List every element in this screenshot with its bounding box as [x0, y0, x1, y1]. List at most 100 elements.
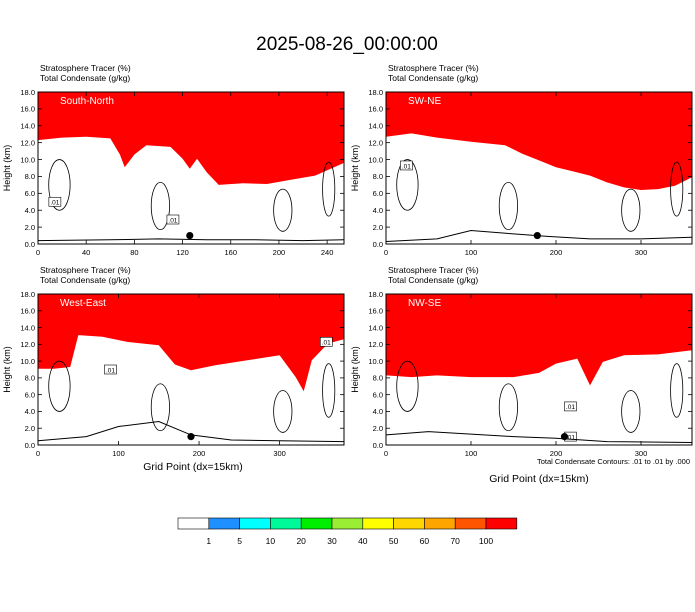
condensate-contour — [48, 159, 71, 211]
x-tick-label: 300 — [635, 449, 648, 458]
y-tick-label: 4.0 — [25, 407, 35, 416]
colorbar-label: 5 — [237, 536, 242, 546]
y-tick-label: 10.0 — [20, 155, 35, 164]
x-tick-label: 300 — [273, 449, 286, 458]
y-tick-label: 14.0 — [20, 323, 35, 332]
y-axis-label: Height (km) — [2, 145, 12, 192]
colorbar-label: 100 — [479, 536, 493, 546]
condensate-contour — [150, 181, 170, 231]
y-tick-label: 8.0 — [373, 172, 383, 181]
x-tick-label: 200 — [193, 449, 206, 458]
condensate-contour — [322, 363, 336, 418]
colorbar-label: 50 — [389, 536, 399, 546]
condensate-contour — [498, 383, 518, 432]
colorbar-swatch — [393, 517, 425, 530]
contour-label: .01 — [402, 163, 411, 170]
contour-label: .01 — [50, 200, 59, 207]
y-tick-label: 12.0 — [368, 138, 383, 147]
y-tick-label: 14.0 — [20, 122, 35, 131]
condensate-contour — [396, 159, 419, 211]
x-axis-label-right: Grid Point (dx=15km) — [489, 473, 589, 485]
colorbar-swatch — [300, 517, 333, 530]
y-tick-label: 4.0 — [373, 407, 383, 416]
condensate-contour — [396, 360, 419, 412]
field-label-tracer: Stratosphere Tracer (%) — [40, 265, 131, 275]
figure-title: 2025-08-26_00:00:00 — [256, 34, 438, 55]
condensate-contour — [621, 188, 641, 232]
contour-label: .01 — [566, 434, 575, 441]
contour-label-box — [166, 214, 180, 225]
condensate-contour — [48, 360, 71, 412]
colorbar: 1 5 10 20 30 40 50 60 70 100 — [177, 517, 518, 546]
x-tick-label: 240 — [321, 248, 334, 257]
y-tick-label: 16.0 — [20, 105, 35, 114]
field-label-tracer: Stratosphere Tracer (%) — [40, 63, 131, 73]
colorbar-swatch — [239, 517, 271, 530]
y-tick-label: 2.0 — [373, 424, 383, 433]
contour-label-box — [104, 364, 117, 375]
contour-label: .01 — [168, 217, 177, 224]
contour-label: .01 — [566, 404, 575, 411]
x-tick-label: 100 — [112, 449, 125, 458]
y-tick-label: 2.0 — [25, 223, 35, 232]
contour-label-box — [564, 401, 577, 412]
y-tick-label: 6.0 — [373, 390, 383, 399]
colorbar-label: 10 — [266, 536, 276, 546]
colorbar-swatch — [331, 517, 364, 530]
colorbar-swatch — [208, 517, 240, 530]
colorbar-swatch — [454, 517, 487, 530]
tracer-core — [386, 92, 692, 190]
colorbar-swatch — [270, 517, 302, 530]
x-tick-label: 200 — [550, 248, 563, 257]
cross-section-marker — [533, 231, 541, 240]
y-tick-label: 18.0 — [368, 290, 383, 299]
y-tick-label: 18.0 — [368, 88, 383, 97]
plot-frame — [385, 293, 693, 446]
x-tick-label: 100 — [465, 248, 478, 257]
y-tick-label: 10.0 — [368, 357, 383, 366]
x-tick-label: 0 — [36, 248, 40, 257]
condensate-contour — [670, 161, 684, 217]
colorbar-label: 60 — [420, 536, 430, 546]
plot-frame — [37, 293, 345, 446]
field-label-condensate: Total Condensate (g/kg) — [40, 73, 130, 83]
contour-label: .01 — [322, 340, 331, 347]
cross-section-marker — [186, 231, 194, 240]
colorbar-label: 40 — [358, 536, 368, 546]
y-tick-label: 8.0 — [25, 172, 35, 181]
x-tick-label: 300 — [635, 248, 648, 257]
y-tick-label: 0.0 — [373, 240, 383, 249]
cross-section-marker — [560, 433, 569, 441]
tracer-core — [38, 92, 344, 185]
contour-label-box — [400, 160, 413, 171]
y-tick-label: 12.0 — [368, 340, 383, 349]
y-tick-label: 2.0 — [25, 424, 35, 433]
terrain-line — [386, 229, 692, 242]
panel-plot-area: .01 .01 — [386, 294, 692, 445]
colorbar-swatch — [177, 517, 210, 530]
terrain-line — [38, 420, 344, 443]
condensate-contour — [670, 363, 684, 418]
y-tick-label: 10.0 — [20, 357, 35, 366]
field-label-tracer: Stratosphere Tracer (%) — [388, 63, 479, 73]
x-tick-label: 160 — [224, 248, 237, 257]
colorbar-label: 1 — [206, 536, 211, 546]
y-tick-label: 16.0 — [368, 105, 383, 114]
x-tick-label: 200 — [273, 248, 286, 257]
contour-label-box — [48, 196, 62, 207]
cross-section-marker — [187, 433, 195, 441]
y-tick-label: 14.0 — [368, 323, 383, 332]
y-tick-label: 18.0 — [20, 290, 35, 299]
panels: .01 .01 0.0 2.0 4.0 6.0 8.0 10.0 12.0 14.0 16.0 18.… — [2, 63, 693, 458]
y-tick-label: 6.0 — [25, 390, 35, 399]
panel-nw-se: .01 .01 0.0 2.0 4.0 6.0 8.0 10.0 12.0 14.0 16.0 18.… — [350, 265, 693, 458]
plot-frame — [385, 91, 693, 245]
condensate-contour — [621, 390, 641, 433]
panel-west-east: .01 .01 0.0 2.0 4.0 6.0 8.0 10.0 12.0 14.0 16.0 18.… — [2, 265, 345, 458]
y-tick-label: 0.0 — [373, 441, 383, 450]
terrain-line — [38, 238, 344, 242]
y-tick-label: 18.0 — [20, 88, 35, 97]
condensate-contour — [498, 181, 518, 231]
contour-label: .01 — [106, 367, 115, 374]
field-label-condensate: Total Condensate (g/kg) — [388, 73, 478, 83]
